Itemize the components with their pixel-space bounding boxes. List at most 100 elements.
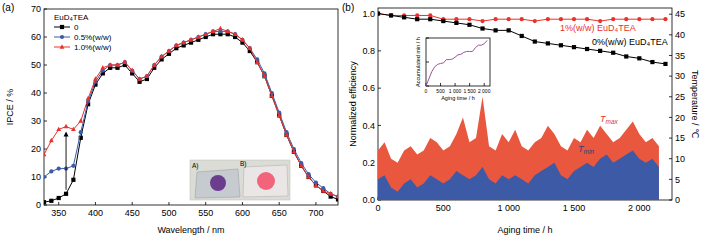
photo-background (190, 160, 290, 200)
y-tick-label: 20 (31, 144, 41, 154)
legend-title: EuD₄TEA (54, 13, 89, 22)
series-line (426, 40, 487, 86)
x-tick-label: 400 (88, 208, 103, 218)
y2-tick-label: 35 (675, 51, 685, 61)
arrow (66, 136, 67, 190)
data-point (115, 63, 119, 67)
data-point (624, 54, 628, 58)
data-point (174, 43, 179, 47)
data-layer (378, 11, 668, 200)
inset-chart: 05001 0001 5002 000Aging time / hAccumul… (415, 37, 491, 101)
y-tick-label: 0 (36, 200, 41, 210)
data-point (181, 40, 186, 44)
series-annotation: Tmin (578, 144, 594, 155)
data-point (225, 29, 230, 33)
y-tick-label: 1.0 (362, 9, 375, 19)
x-axis-label: Aging time / h (497, 225, 552, 235)
data-point (328, 191, 333, 195)
y-tick-label: 0.4 (362, 121, 375, 131)
data-point (167, 48, 172, 52)
data-point (44, 200, 46, 204)
x-tick-label: 1 500 (563, 203, 586, 213)
photo-label: A) (192, 162, 199, 170)
annotation-sub: max (606, 118, 619, 125)
x-tick (132, 202, 133, 205)
data-point (321, 188, 326, 192)
data-point (115, 62, 120, 66)
series-line (378, 14, 665, 21)
y2-tick-label: 5 (675, 175, 680, 185)
data-point (611, 51, 615, 55)
data-point (269, 93, 274, 97)
legend-marker (60, 44, 65, 48)
data-point (159, 54, 164, 58)
data-point (663, 17, 667, 21)
y2-axis-label: Temperature / ℃ (690, 70, 700, 138)
data-point (299, 163, 304, 167)
y-tick (44, 93, 47, 94)
data-point (291, 149, 296, 153)
data-point (336, 195, 338, 199)
data-point (137, 76, 142, 80)
y2-tick (669, 14, 672, 15)
data-point (585, 47, 589, 51)
y2-tick (669, 34, 672, 35)
y-tick-label: 70 (31, 4, 41, 14)
y-tick (426, 62, 429, 63)
data-point (71, 127, 76, 131)
x-tick-label: 700 (308, 208, 323, 218)
data-point (196, 34, 201, 38)
y-tick-label: 0.6 (362, 83, 375, 93)
data-point (428, 13, 432, 17)
data-point (402, 15, 406, 19)
x-tick-label: 450 (125, 208, 140, 218)
data-point (196, 35, 200, 39)
data-point (585, 17, 589, 21)
data-point (284, 132, 289, 136)
data-point (122, 59, 127, 63)
x-tick-label: 2 000 (628, 203, 651, 213)
y2-tick (669, 138, 672, 139)
data-point (44, 175, 46, 179)
data-point (78, 118, 83, 122)
data-point (57, 196, 61, 200)
y-tick (44, 37, 47, 38)
y2-tick (669, 179, 672, 180)
y-tick-label: 0.2 (362, 158, 375, 168)
y-tick-label: 0.8 (362, 46, 375, 56)
data-point (182, 41, 186, 45)
x-tick (315, 202, 316, 205)
y2-tick-label: 40 (675, 30, 685, 40)
data-point (233, 31, 238, 35)
data-point (189, 37, 194, 41)
sample-b (257, 172, 275, 190)
data-point (211, 29, 215, 33)
y2-tick (669, 158, 672, 159)
panel-a: 350400450500550600650700010203040506070W… (2, 2, 340, 235)
data-point (559, 43, 563, 47)
data-point (494, 17, 498, 21)
data-point (572, 45, 576, 49)
x-tick (58, 202, 59, 205)
y-tick-label: 60 (31, 32, 41, 42)
y2-tick-label: 20 (675, 113, 685, 123)
data-point (44, 152, 46, 156)
y-axis-label: Normalized efficiency (348, 61, 358, 147)
x-tick (440, 83, 441, 86)
x-tick-label: 0 (375, 203, 380, 213)
data-point (123, 60, 127, 64)
y2-tick (669, 76, 672, 77)
data-point (79, 130, 83, 134)
y-tick-label: 10 (31, 172, 41, 182)
data-point (454, 17, 458, 21)
y-tick (378, 88, 381, 89)
data-point (226, 29, 230, 33)
data-point (663, 62, 667, 66)
x-axis-label: Wavelength / nm (157, 225, 224, 235)
y-axis-label: IPCE / % (5, 89, 15, 126)
data-point (624, 17, 628, 21)
data-point (507, 28, 511, 32)
plot-frame (426, 38, 490, 86)
x-tick-label: 600 (235, 208, 250, 218)
data-point (546, 41, 550, 45)
